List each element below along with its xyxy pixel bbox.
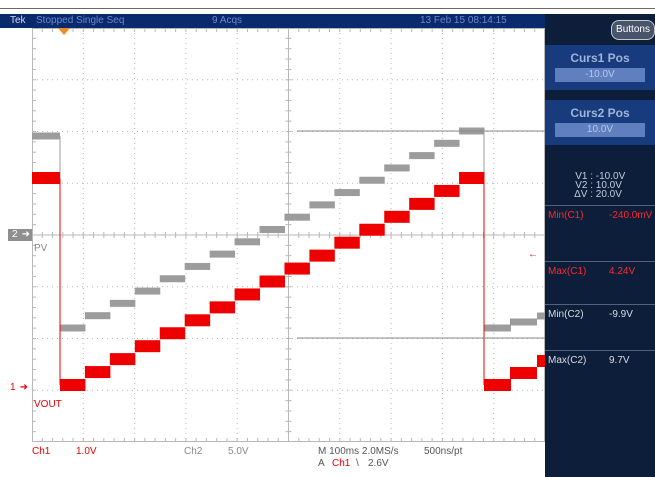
ch2-label[interactable]: Ch2 (184, 446, 203, 457)
readout-v1: V1 : -10.0V (575, 171, 626, 182)
readout-v2: V2 : 10.0V (575, 180, 622, 191)
cursor-2-position-control[interactable]: Curs2 Pos 10.0V (545, 100, 655, 145)
cursor-readout: V1 : -10.0V V2 : 10.0V ΔV : 20.0V (565, 171, 626, 200)
channel-1-trace (32, 172, 545, 391)
resolution: 500ns/pt (424, 446, 463, 457)
timebase[interactable]: M 100ms 2.0MS/s (318, 446, 399, 457)
cursor-1-title: Curs1 Pos (570, 51, 630, 65)
graticule (32, 28, 545, 442)
ch2-scale[interactable]: 5.0V (228, 446, 249, 457)
trigger-level[interactable]: 2.6V (368, 458, 389, 469)
date-time: 13 Feb 15 08:14:15 (420, 15, 507, 26)
readout-delta-v: ΔV : 20.0V (574, 189, 622, 200)
status-bar: Tek Stopped Single Seq 9 Acqs 13 Feb 15 … (0, 14, 545, 28)
side-menu (545, 14, 655, 477)
vout-trace-label: VOUT (34, 399, 62, 410)
measurement-max-c1[interactable]: Max(C1) 4.24V (545, 261, 655, 318)
brand-label: Tek (10, 15, 26, 26)
waveform-plot (32, 28, 545, 442)
ch1-scale[interactable]: 1.0V (76, 446, 97, 457)
top-border-line (0, 8, 655, 9)
buttons-menu-button[interactable]: Buttons (611, 20, 655, 40)
channel-1-marker-label: 1 (10, 382, 16, 393)
trigger-channel[interactable]: Ch1 (332, 458, 351, 469)
settings-bar: Ch1 1.0V Ch2 5.0V M 100ms 2.0MS/s 500ns/… (0, 442, 545, 477)
channel-2-ground-marker[interactable]: 2 ➜ (8, 229, 32, 241)
cursor-1-value[interactable]: -10.0V (555, 68, 645, 82)
channel-1-ground-marker[interactable]: 1 ➜ (10, 382, 28, 393)
cursor-lines (297, 130, 545, 339)
trigger-slope-icon: \ (356, 458, 359, 469)
measurement-min-c1[interactable]: Min(C1) -240.0mV (545, 205, 655, 262)
trigger-prefix: A (318, 458, 325, 469)
cursor-1-position-control[interactable]: Curs1 Pos -10.0V (545, 45, 655, 90)
ch1-label[interactable]: Ch1 (32, 446, 51, 457)
acquisition-status: Stopped Single Seq (36, 15, 125, 26)
trigger-level-arrow-icon[interactable]: ← (528, 249, 538, 260)
measurement-min-c2[interactable]: Min(C2) -9.9V (545, 304, 655, 361)
cursor-2-value[interactable]: 10.0V (555, 123, 645, 137)
cursor-2-title: Curs2 Pos (570, 106, 630, 120)
channel-2-marker-label: 2 (12, 229, 18, 240)
trigger-position-icon[interactable] (58, 28, 70, 36)
measurement-max-c2[interactable]: Max(C2) 9.7V (545, 350, 655, 407)
pv-trace-label: PV (34, 243, 48, 254)
acquisition-count: 9 Acqs (212, 15, 243, 26)
